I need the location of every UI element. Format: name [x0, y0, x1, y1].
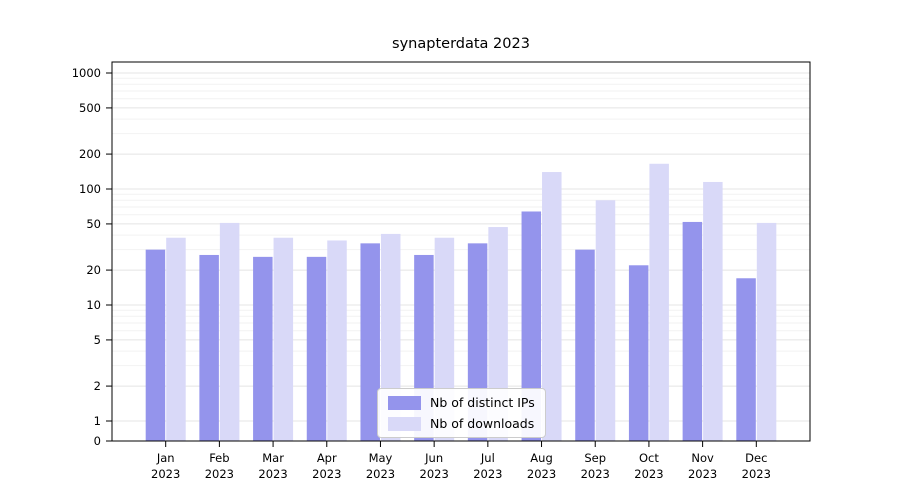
bar-distinct-ips [199, 254, 219, 441]
bar-downloads [488, 227, 508, 441]
x-tick-label-year: 2023 [312, 467, 341, 481]
x-tick-label-month: Mar [262, 451, 284, 465]
legend-label-distinct-ips: Nb of distinct IPs [430, 395, 535, 410]
y-tick-label: 0 [94, 434, 101, 448]
chart-title: synapterdata 2023 [392, 36, 530, 52]
x-tick-label-year: 2023 [366, 467, 395, 481]
x-tick-label-year: 2023 [527, 467, 556, 481]
x-tick-label-month: Dec [745, 451, 767, 465]
bar-downloads [273, 237, 294, 441]
x-tick-label-month: Feb [209, 451, 229, 465]
x-tick-label-month: Oct [639, 451, 659, 465]
legend-item-downloads: Nb of downloads [388, 416, 535, 431]
bar-downloads [756, 222, 777, 441]
y-tick-label: 100 [79, 182, 101, 196]
x-tick-label-month: May [369, 451, 393, 465]
x-tick-label-year: 2023 [742, 467, 771, 481]
bar-distinct-ips [253, 256, 273, 441]
y-tick-label: 1000 [72, 66, 101, 80]
x-tick-label-year: 2023 [258, 467, 287, 481]
legend: Nb of distinct IPs Nb of downloads [377, 388, 546, 438]
plot-frame [111, 61, 811, 442]
y-tick-label: 2 [94, 379, 101, 393]
bar-distinct-ips [575, 249, 595, 441]
bar-distinct-ips [736, 278, 756, 441]
bar-downloads [649, 163, 669, 442]
bar-distinct-ips [521, 211, 542, 441]
bar-distinct-ips [682, 221, 703, 441]
x-tick-label-month: Nov [691, 451, 714, 465]
y-tick-label: 10 [86, 298, 101, 312]
bar-distinct-ips [306, 256, 327, 441]
x-tick-label-month: Sep [584, 451, 606, 465]
bar-downloads [703, 181, 723, 441]
bar-downloads [595, 200, 616, 441]
x-tick-label-month: Jul [480, 451, 495, 465]
bar-downloads [542, 172, 562, 442]
y-tick-label: 200 [79, 147, 101, 161]
x-tick-label-year: 2023 [205, 467, 234, 481]
x-tick-label-year: 2023 [581, 467, 610, 481]
legend-swatch-downloads [388, 416, 421, 431]
legend-label-downloads: Nb of downloads [430, 416, 535, 431]
x-tick-label-year: 2023 [420, 467, 449, 481]
legend-swatch-distinct-ips [388, 395, 421, 410]
legend-item-distinct-ips: Nb of distinct IPs [388, 395, 535, 410]
bar-downloads [219, 222, 240, 441]
x-tick-label-month: Jan [156, 451, 175, 465]
x-tick-label-year: 2023 [634, 467, 663, 481]
x-tick-label-month: Aug [530, 451, 552, 465]
y-tick-label: 20 [86, 263, 101, 277]
bar-distinct-ips [628, 265, 649, 441]
y-tick-label: 50 [86, 217, 101, 231]
bar-downloads [327, 240, 347, 441]
bar-downloads [166, 237, 186, 441]
x-tick-label-year: 2023 [688, 467, 717, 481]
x-tick-label-month: Apr [317, 451, 337, 465]
bar-distinct-ips [145, 249, 166, 441]
y-tick-label: 500 [79, 101, 101, 115]
x-tick-label-month: Jun [424, 451, 443, 465]
x-tick-label-year: 2023 [473, 467, 502, 481]
bar-distinct-ips [360, 243, 380, 441]
y-tick-label: 1 [94, 414, 101, 428]
x-tick-label-year: 2023 [151, 467, 180, 481]
y-tick-label: 5 [94, 333, 101, 347]
